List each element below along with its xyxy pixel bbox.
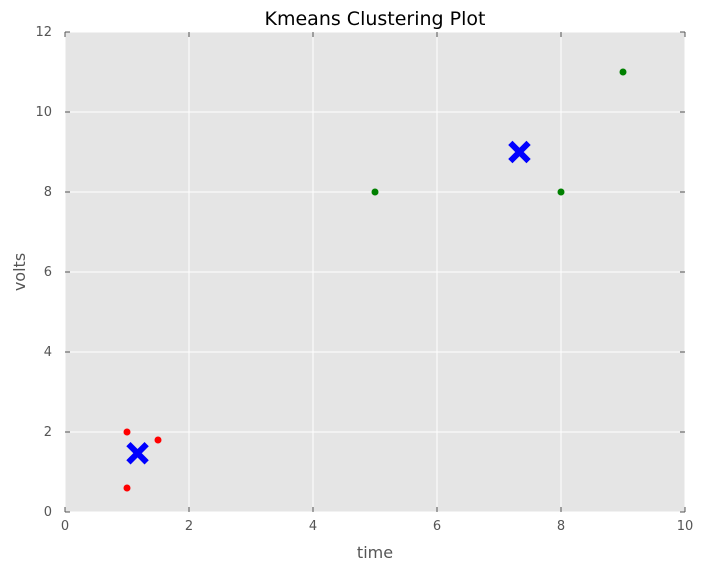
y-axis-label: volts	[10, 253, 29, 291]
y-tick-label: 10	[35, 105, 52, 120]
data-point	[154, 436, 162, 444]
x-tick-label: 10	[677, 519, 694, 534]
y-tick-label: 6	[44, 265, 52, 280]
ticks: 0 2 4 6 8 10 0 2 4 6 8 10 12	[35, 25, 693, 534]
x-tick-label: 0	[61, 519, 69, 534]
centroid-marker	[508, 140, 531, 164]
x-tick-label: 6	[433, 519, 441, 534]
x-tick-label: 8	[557, 519, 565, 534]
data-point	[619, 68, 627, 76]
x-axis-label: time	[357, 543, 393, 562]
y-tick-label: 2	[44, 425, 52, 440]
y-tick-label: 0	[44, 505, 52, 520]
data-point	[123, 484, 131, 492]
data-point	[123, 428, 131, 436]
y-tick-label: 8	[44, 185, 52, 200]
data-point	[557, 188, 565, 196]
y-tick-label: 4	[44, 345, 52, 360]
data-point	[371, 188, 379, 196]
data-points	[123, 68, 627, 492]
y-tick-label: 12	[35, 25, 52, 40]
centroid-marker	[126, 441, 149, 465]
x-tick-label: 2	[185, 519, 193, 534]
chart-title: Kmeans Clustering Plot	[265, 8, 486, 30]
x-tick-label: 4	[309, 519, 317, 534]
